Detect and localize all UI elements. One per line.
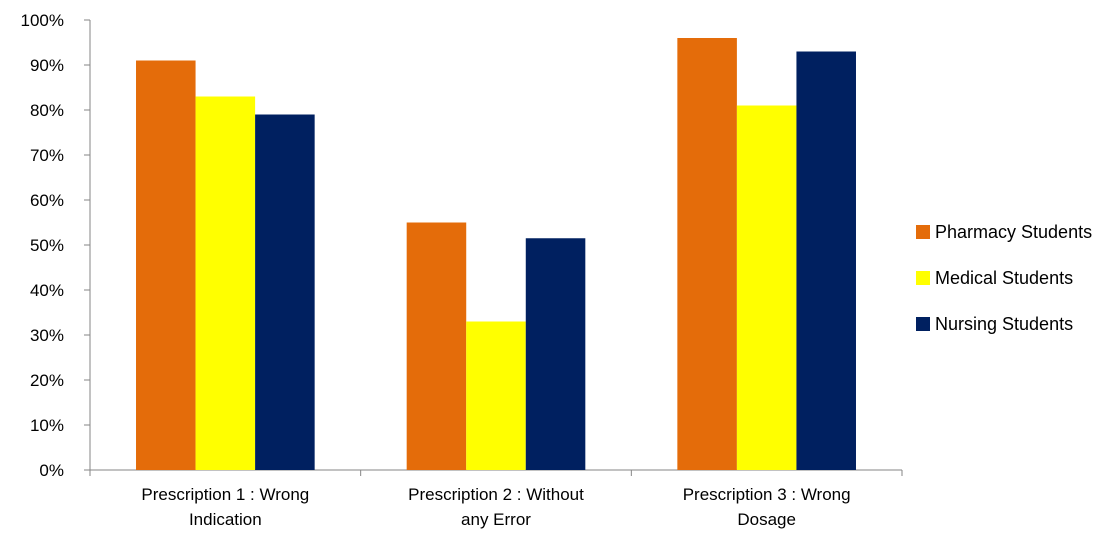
legend-label: Pharmacy Students bbox=[935, 222, 1092, 242]
bar-medical-students bbox=[736, 105, 797, 470]
bars bbox=[136, 38, 856, 470]
x-tick-label: Dosage bbox=[737, 510, 796, 529]
y-axis: 0% 10% 20% 30% 40% 50% 60% 70% 80% 90% 100% bbox=[21, 11, 91, 480]
bar-medical-students bbox=[195, 96, 256, 470]
bar-nursing-students bbox=[796, 51, 856, 470]
y-tick-label: 60% bbox=[30, 191, 64, 210]
x-tick-label: Indication bbox=[189, 510, 262, 529]
y-tick-label: 90% bbox=[30, 56, 64, 75]
x-tick-label: Prescription 2 : Without bbox=[408, 485, 584, 504]
x-tick-label: Prescription 1 : Wrong bbox=[141, 485, 309, 504]
bar-nursing-students bbox=[255, 114, 315, 470]
y-tick-label: 10% bbox=[30, 416, 64, 435]
y-tick-label: 30% bbox=[30, 326, 64, 345]
bar-pharmacy-students bbox=[406, 222, 467, 470]
legend-swatch bbox=[916, 271, 930, 285]
y-tick-label: 20% bbox=[30, 371, 64, 390]
y-tick-label: 70% bbox=[30, 146, 64, 165]
legend: Pharmacy Students Medical Students Nursing… bbox=[916, 222, 1092, 334]
legend-label: Medical Students bbox=[935, 268, 1073, 288]
y-tick-label: 80% bbox=[30, 101, 64, 120]
bar-nursing-students bbox=[525, 238, 586, 470]
bar-pharmacy-students bbox=[136, 60, 196, 470]
y-tick-label: 100% bbox=[21, 11, 64, 30]
x-tick-label: any Error bbox=[461, 510, 531, 529]
legend-label: Nursing Students bbox=[935, 314, 1073, 334]
x-tick-label: Prescription 3 : Wrong bbox=[683, 485, 851, 504]
y-tick-label: 50% bbox=[30, 236, 64, 255]
x-axis: Prescription 1 : Wrong Indication Prescrip… bbox=[89, 469, 903, 529]
bar-medical-students bbox=[466, 321, 526, 470]
legend-swatch bbox=[916, 225, 930, 239]
bar-pharmacy-students bbox=[677, 38, 737, 470]
legend-swatch bbox=[916, 317, 930, 331]
y-tick-label: 40% bbox=[30, 281, 64, 300]
y-tick-label: 0% bbox=[39, 461, 64, 480]
